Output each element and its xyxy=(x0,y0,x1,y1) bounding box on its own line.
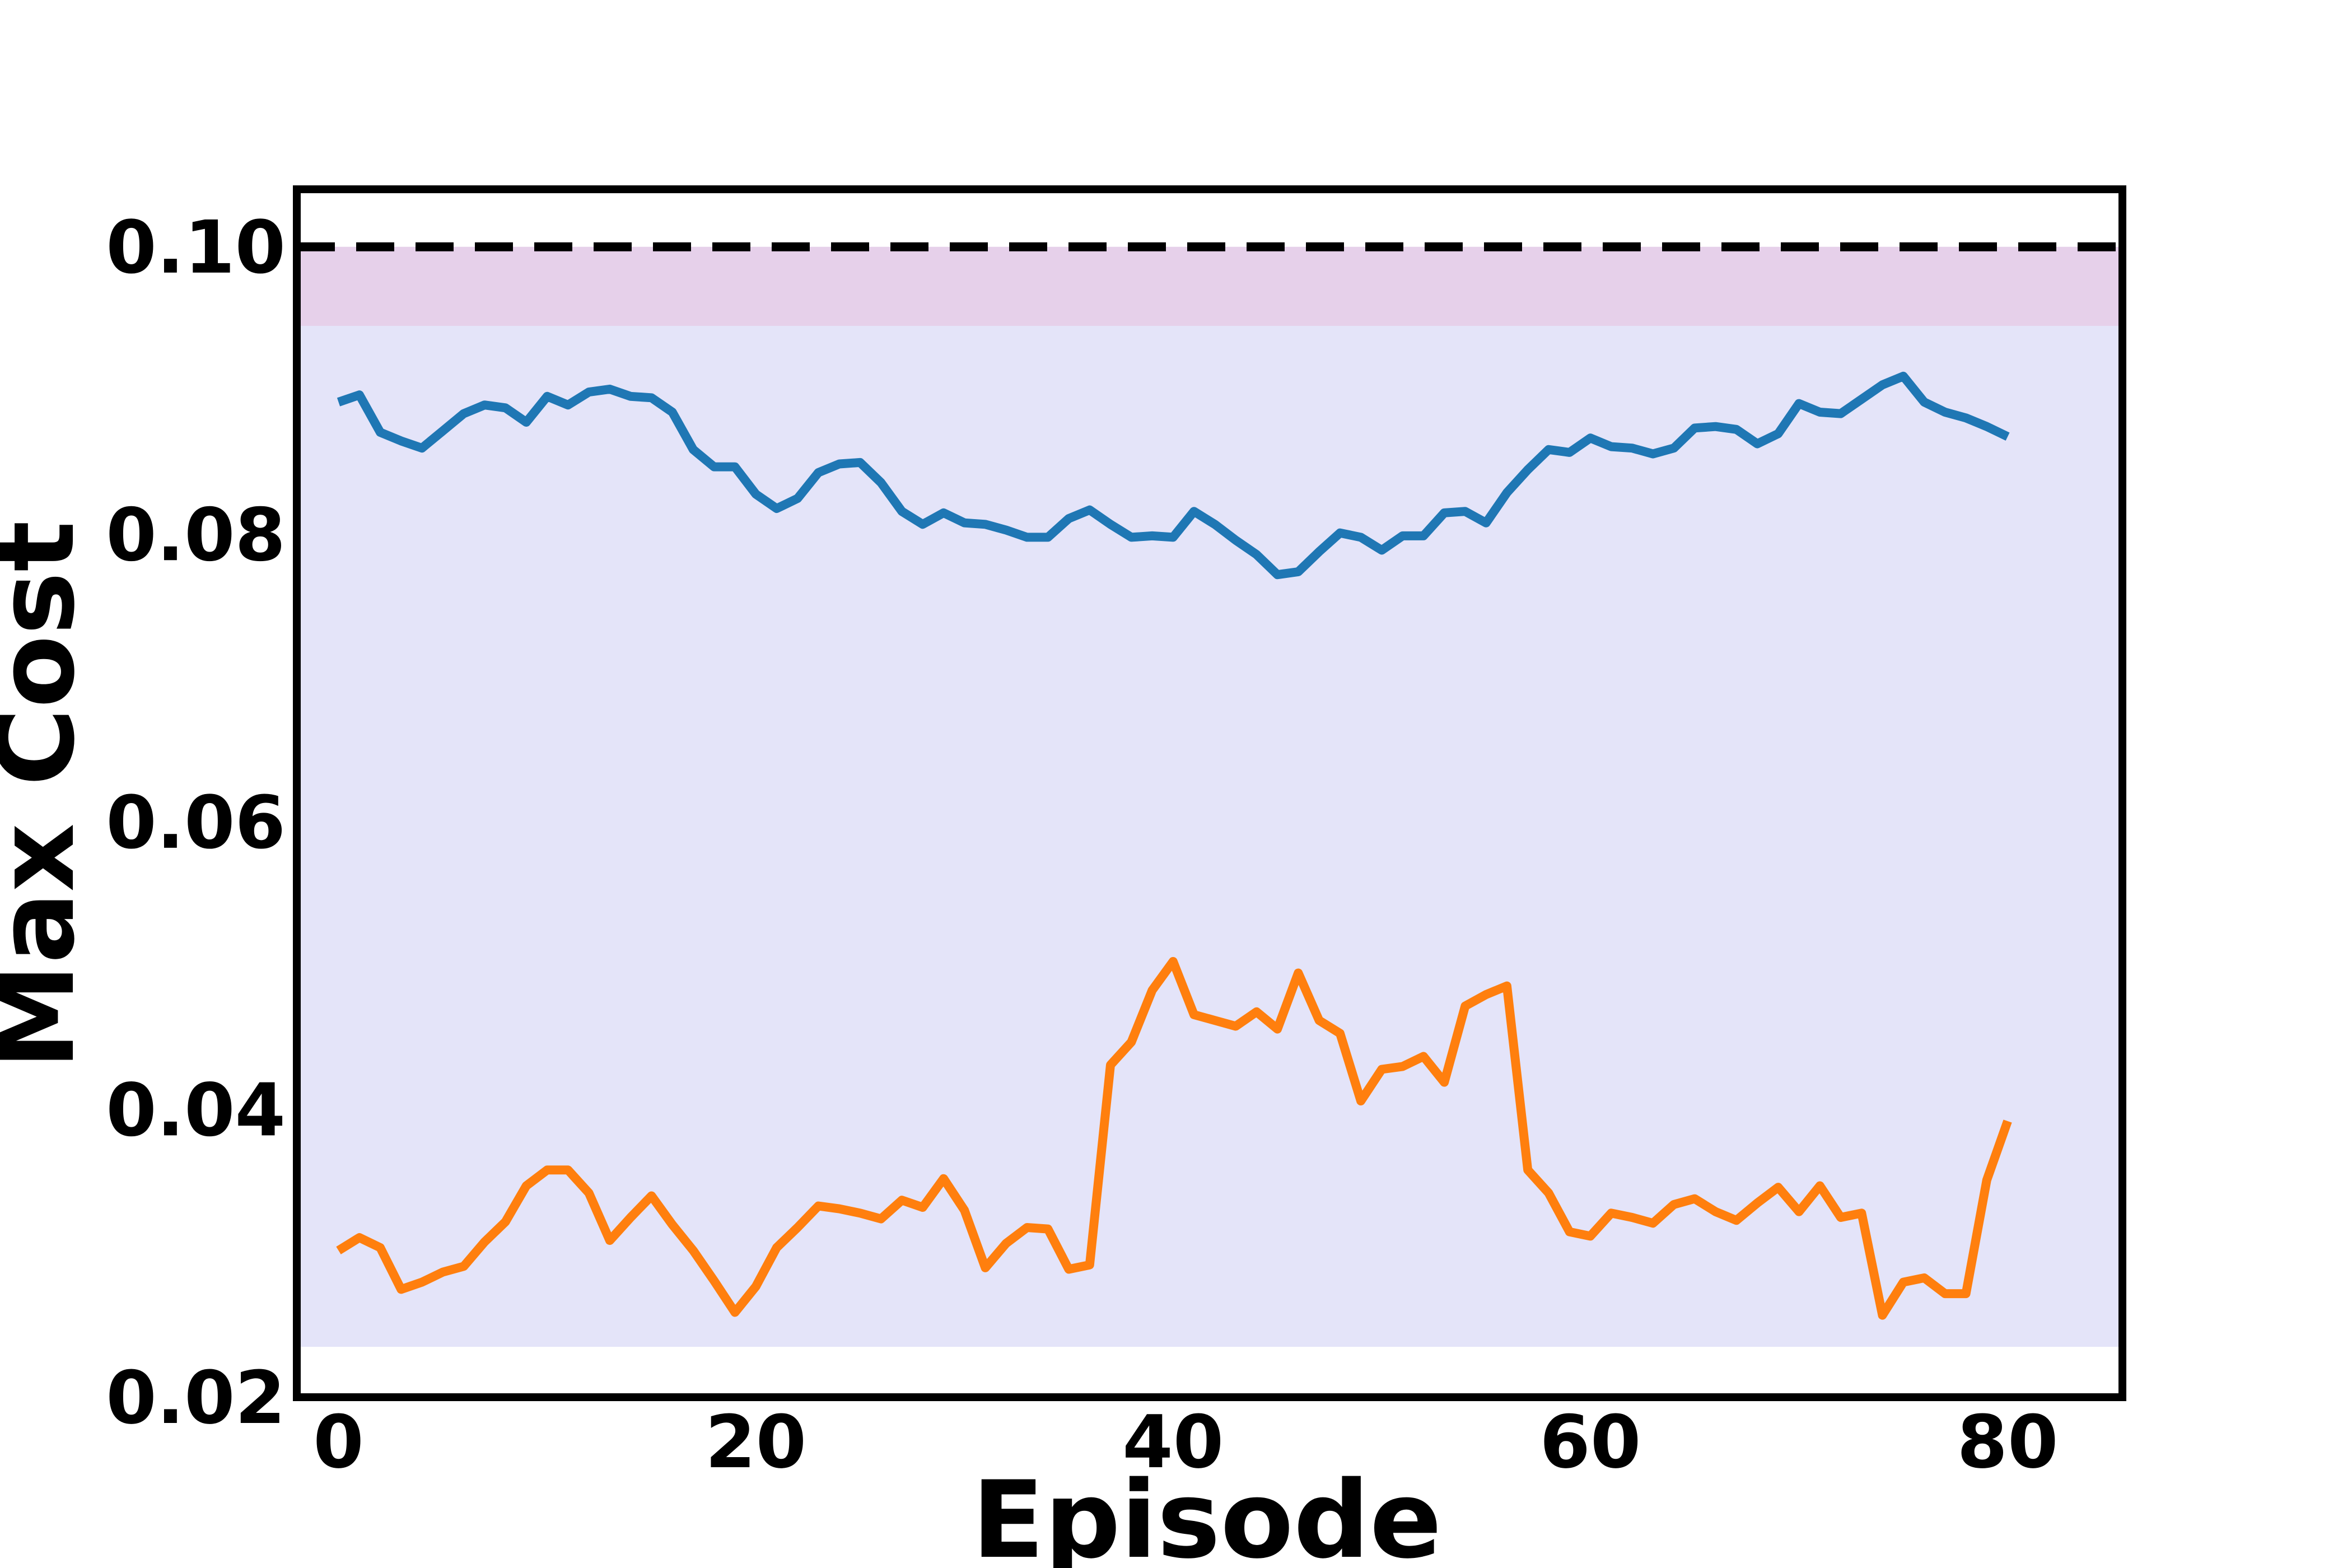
y-tick-label: 0.04 xyxy=(106,1067,286,1152)
y-axis-title: Max Cost xyxy=(0,521,98,1070)
x-tick-label: 0 xyxy=(313,1399,363,1485)
shaded-bands xyxy=(297,246,2122,1347)
x-tick-label: 20 xyxy=(705,1399,806,1485)
x-tick-label: 80 xyxy=(1957,1399,2059,1485)
series-line-1 xyxy=(336,956,2012,1320)
x-axis-title: Episode xyxy=(972,1458,1441,1568)
y-tick-label: 0.06 xyxy=(106,780,286,865)
series-line-0 xyxy=(337,371,2010,580)
x-tick-label: 40 xyxy=(1122,1399,1224,1485)
y-tick-label: 0.02 xyxy=(106,1355,286,1440)
data-series xyxy=(336,371,2012,1320)
x-axis-ticks: 0 20 40 60 80 xyxy=(313,1399,2058,1485)
y-tick-label: 0.10 xyxy=(106,205,286,290)
band-0 xyxy=(297,325,2122,1347)
x-tick-label: 60 xyxy=(1539,1399,1641,1485)
band-1 xyxy=(297,246,2122,326)
y-tick-label: 0.08 xyxy=(106,492,286,577)
y-axis-ticks: 0.02 0.04 0.06 0.08 0.10 xyxy=(106,205,286,1440)
plot-frame xyxy=(293,185,2126,1401)
